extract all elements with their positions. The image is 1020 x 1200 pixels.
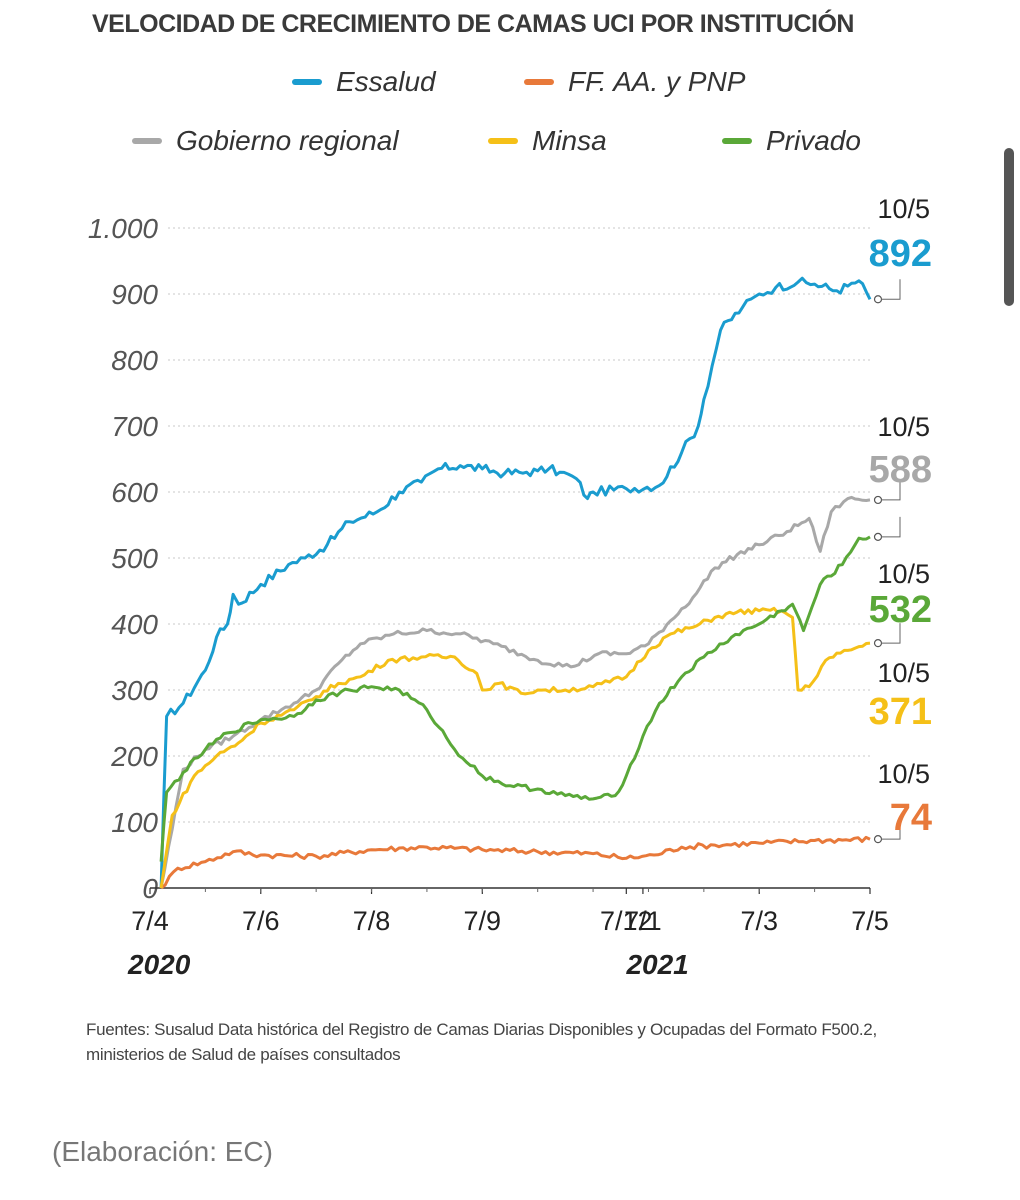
legend-swatch-gobierno-regional — [132, 138, 162, 144]
y-tick-label: 700 — [111, 411, 158, 442]
legend-swatch-privado — [722, 138, 752, 144]
year-label: 2020 — [127, 949, 191, 980]
end-value-label: 532 — [869, 589, 932, 631]
legend-item-essalud: Essalud — [292, 66, 436, 98]
end-value-label: 588 — [869, 449, 932, 491]
end-marker — [873, 532, 883, 541]
end-connector — [881, 516, 901, 538]
legend-label-minsa: Minsa — [532, 125, 607, 156]
credit-note: (Elaboración: EC) — [52, 1136, 273, 1167]
series-line-minsa — [159, 606, 871, 889]
end-connector — [881, 279, 901, 300]
x-tick-label: 7/8 — [353, 906, 391, 936]
line-chart: 01002003004005006007008009001.0007/47/67… — [88, 194, 932, 980]
year-label: 2021 — [625, 949, 688, 980]
x-tick-label: 7/12 — [600, 906, 653, 936]
series-line-essalud — [159, 276, 872, 889]
end-connector — [881, 479, 901, 501]
y-tick-label: 600 — [111, 477, 158, 508]
y-tick-label: 400 — [111, 609, 158, 640]
y-tick-label: 1.000 — [88, 213, 158, 244]
end-value-label: 74 — [890, 797, 932, 839]
source-note: Fuentes: Susalud Data histórica del Regi… — [86, 1020, 877, 1064]
end-marker — [873, 495, 883, 505]
legend-label-essalud: Essalud — [336, 66, 436, 97]
x-tick-label: 7/6 — [242, 906, 280, 936]
x-tick-label: 7/3 — [740, 906, 778, 936]
end-connector — [881, 623, 901, 644]
series-line-privado — [159, 535, 871, 862]
legend-swatch-essalud — [292, 79, 322, 85]
y-tick-label: 100 — [111, 807, 158, 838]
end-value-label: 892 — [869, 233, 932, 275]
x-tick-label: 7/9 — [464, 906, 502, 936]
x-tick-label: 7/5 — [851, 906, 889, 936]
legend-swatch-minsa — [488, 138, 518, 144]
legend-swatch-ffaa-pnp — [524, 79, 554, 85]
end-marker — [873, 295, 883, 304]
legend-item-ffaa-pnp: FF. AA. y PNP — [524, 66, 745, 98]
legend-label-privado: Privado — [766, 125, 861, 156]
legend-label-gobierno-regional: Gobierno regional — [176, 125, 399, 156]
y-tick-label: 900 — [111, 279, 158, 310]
end-connector — [881, 819, 901, 840]
y-tick-label: 300 — [111, 675, 158, 706]
end-date-label: 10/5 — [877, 759, 930, 789]
legend-label-ffaa-pnp: FF. AA. y PNP — [568, 66, 746, 97]
x-tick-label: 7/4 — [131, 906, 169, 936]
series-line-gobierno-regional — [159, 495, 871, 889]
legend-item-minsa: Minsa — [488, 125, 607, 157]
end-date-label: 10/5 — [877, 412, 930, 442]
end-marker — [873, 639, 883, 648]
end-marker — [873, 835, 883, 844]
y-tick-label: 500 — [111, 543, 158, 574]
end-value-label: 371 — [869, 691, 932, 733]
x-tick-label: 7/1 — [624, 906, 662, 936]
end-date-label: 10/5 — [877, 559, 930, 589]
legend-item-privado: Privado — [722, 125, 861, 157]
end-date-label: 10/5 — [877, 194, 930, 224]
series-line-ff-aa-y-pnp — [160, 835, 871, 890]
end-date-label: 10/5 — [877, 658, 930, 688]
y-tick-label: 800 — [111, 345, 158, 376]
scrollbar[interactable] — [1004, 148, 1014, 306]
legend-item-gobierno-regional: Gobierno regional — [132, 125, 399, 157]
y-tick-label: 200 — [110, 741, 158, 772]
chart-title: VELOCIDAD DE CRECIMIENTO DE CAMAS UCI PO… — [92, 10, 854, 38]
